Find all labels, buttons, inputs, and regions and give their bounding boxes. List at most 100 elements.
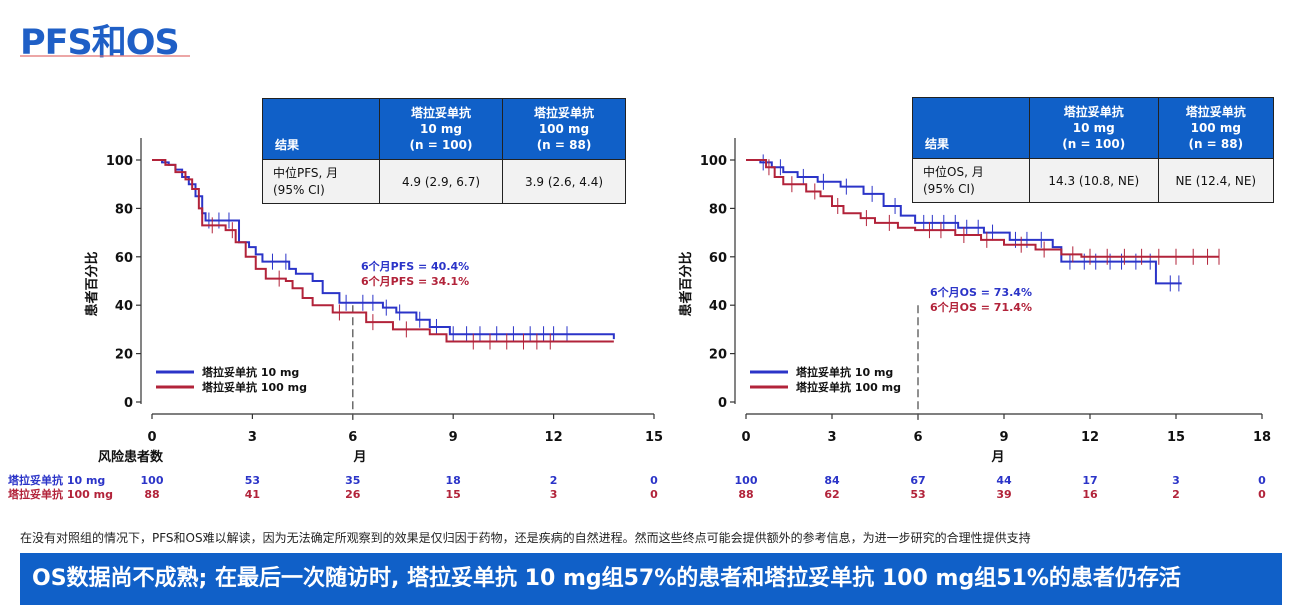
pfs-six-month-annotation: 6个月PFS = 40.4% <box>361 259 469 273</box>
pfs-col-result: 结果 <box>262 98 380 160</box>
os-x-tick-label: 18 <box>1253 430 1271 445</box>
pfs-col-10mg-line1: 塔拉妥单抗 <box>410 106 471 120</box>
pfs-risk-value: 35 <box>345 474 360 487</box>
pfs-y-tick-label: 20 <box>115 348 133 363</box>
pfs-y-axis-label: 患者百分比 <box>84 251 100 316</box>
pfs-y-tick-label: 60 <box>115 251 133 266</box>
os-col-10mg-line1: 塔拉妥单抗 <box>1063 105 1124 119</box>
os-results-table: 结果 塔拉妥单抗 10 mg (n = 100) 塔拉妥单抗 100 mg (n… <box>912 97 1275 203</box>
pfs-risk-value: 53 <box>245 474 260 487</box>
os-risk-value: 67 <box>910 474 925 487</box>
os-col-100mg-line3: (n = 88) <box>1188 137 1244 151</box>
pfs-y-tick-label: 0 <box>124 396 133 411</box>
os-median-10mg: 14.3 (10.8, NE) <box>1029 158 1159 203</box>
os-risk-value: 2 <box>1172 488 1180 501</box>
os-risk-value: 88 <box>738 488 753 501</box>
os-median-100mg: NE (12.4, NE) <box>1157 158 1275 203</box>
os-col-100mg-line1: 塔拉妥单抗 <box>1185 105 1246 119</box>
os-risk-value: 16 <box>1082 488 1098 501</box>
pfs-km-curve-100mg <box>152 159 614 343</box>
os-row-label-line2: (95% CI) <box>923 181 975 196</box>
os-x-tick-label: 12 <box>1081 430 1099 445</box>
os-y-tick-label: 40 <box>709 299 727 314</box>
pfs-x-tick-label: 9 <box>449 430 458 445</box>
os-y-tick-label: 0 <box>718 396 727 411</box>
pfs-y-tick-label: 80 <box>115 202 133 217</box>
pfs-legend-label: 塔拉妥单抗 100 mg <box>202 380 307 394</box>
pfs-risk-value: 0 <box>650 488 658 501</box>
os-risk-value: 39 <box>996 488 1011 501</box>
footnote: 在没有对照组的情况下，PFS和OS难以解读，因为无法确定所观察到的效果是仅归因于… <box>20 531 1031 545</box>
pfs-risk-value: 26 <box>345 488 361 501</box>
pfs-legend-label: 塔拉妥单抗 10 mg <box>202 365 299 379</box>
conclusion-banner: OS数据尚不成熟; 在最后一次随访时, 塔拉妥单抗 10 mg组57%的患者和塔… <box>20 553 1282 605</box>
pfs-x-tick-label: 6 <box>348 430 357 445</box>
os-risk-value: 100 <box>735 474 758 487</box>
pfs-risk-value: 3 <box>550 488 558 501</box>
os-col-100mg-line2: 100 mg <box>1190 121 1241 135</box>
os-risk-value: 3 <box>1172 474 1180 487</box>
pfs-col-10mg-line2: 10 mg <box>420 122 462 136</box>
pfs-risk-value: 88 <box>144 488 159 501</box>
title-underline <box>20 55 190 57</box>
pfs-x-tick-label: 0 <box>147 430 156 445</box>
pfs-six-month-annotation: 6个月PFS = 34.1% <box>361 274 469 288</box>
os-col-result: 结果 <box>912 97 1030 159</box>
pfs-x-tick-label: 12 <box>545 430 563 445</box>
os-risk-value: 17 <box>1082 474 1097 487</box>
pfs-risk-row-label: 塔拉妥单抗 100 mg <box>8 487 113 501</box>
pfs-median-10mg: 4.9 (2.9, 6.7) <box>379 159 503 204</box>
os-legend-label: 塔拉妥单抗 10 mg <box>796 365 893 379</box>
pfs-median-100mg: 3.9 (2.6, 4.4) <box>502 159 626 204</box>
os-y-tick-label: 80 <box>709 202 727 217</box>
pfs-row-label-line1: 中位PFS, 月 <box>273 165 339 180</box>
os-x-tick-label: 0 <box>741 430 750 445</box>
os-col-100mg: 塔拉妥单抗 100 mg (n = 88) <box>1157 97 1275 159</box>
os-y-tick-label: 20 <box>709 348 727 363</box>
os-row-label: 中位OS, 月 (95% CI) <box>912 158 1030 203</box>
os-km-curve-10mg <box>746 159 1182 285</box>
os-col-10mg: 塔拉妥单抗 10 mg (n = 100) <box>1029 97 1159 159</box>
os-row-label-line1: 中位OS, 月 <box>923 164 984 179</box>
pfs-col-100mg-line1: 塔拉妥单抗 <box>533 106 594 120</box>
os-risk-value: 0 <box>1258 474 1266 487</box>
pfs-risk-row-label: 塔拉妥单抗 10 mg <box>8 473 105 487</box>
pfs-x-tick-label: 3 <box>248 430 257 445</box>
pfs-risk-value: 2 <box>550 474 558 487</box>
pfs-col-100mg-line2: 100 mg <box>538 122 590 136</box>
pfs-col-10mg-line3: (n = 100) <box>409 138 473 152</box>
pfs-risk-value: 18 <box>446 474 461 487</box>
os-x-axis-label: 月 <box>990 450 1004 465</box>
pfs-risk-value: 100 <box>141 474 164 487</box>
pfs-y-tick-label: 100 <box>106 154 133 169</box>
pfs-risk-value: 41 <box>245 488 260 501</box>
os-col-10mg-line2: 10 mg <box>1072 121 1115 135</box>
pfs-risk-value: 15 <box>446 488 461 501</box>
os-six-month-annotation: 6个月OS = 71.4% <box>930 300 1032 314</box>
pfs-col-100mg: 塔拉妥单抗 100 mg (n = 88) <box>502 98 626 160</box>
os-six-month-annotation: 6个月OS = 73.4% <box>930 285 1032 299</box>
pfs-results-table: 结果 塔拉妥单抗 10 mg (n = 100) 塔拉妥单抗 100 mg (n… <box>262 98 626 204</box>
os-y-tick-label: 100 <box>700 154 727 169</box>
os-risk-value: 62 <box>824 488 839 501</box>
os-risk-value: 53 <box>910 488 925 501</box>
os-legend-label: 塔拉妥单抗 100 mg <box>796 380 901 394</box>
pfs-row-label-line2: (95% CI) <box>273 182 325 197</box>
pfs-risk-value: 0 <box>650 474 658 487</box>
pfs-col-100mg-line3: (n = 88) <box>536 138 592 152</box>
os-risk-value: 44 <box>996 474 1012 487</box>
os-x-tick-label: 6 <box>913 430 922 445</box>
pfs-x-axis-label: 月 <box>352 450 366 465</box>
pfs-col-10mg: 塔拉妥单抗 10 mg (n = 100) <box>379 98 503 160</box>
pfs-y-tick-label: 40 <box>115 299 133 314</box>
os-col-10mg-line3: (n = 100) <box>1062 137 1126 151</box>
os-x-tick-label: 9 <box>999 430 1008 445</box>
pfs-x-tick-label: 15 <box>645 430 663 445</box>
os-x-tick-label: 15 <box>1167 430 1185 445</box>
pfs-risk-header: 风险患者数 <box>98 449 164 465</box>
os-risk-value: 0 <box>1258 488 1266 501</box>
pfs-row-label: 中位PFS, 月 (95% CI) <box>262 159 380 204</box>
